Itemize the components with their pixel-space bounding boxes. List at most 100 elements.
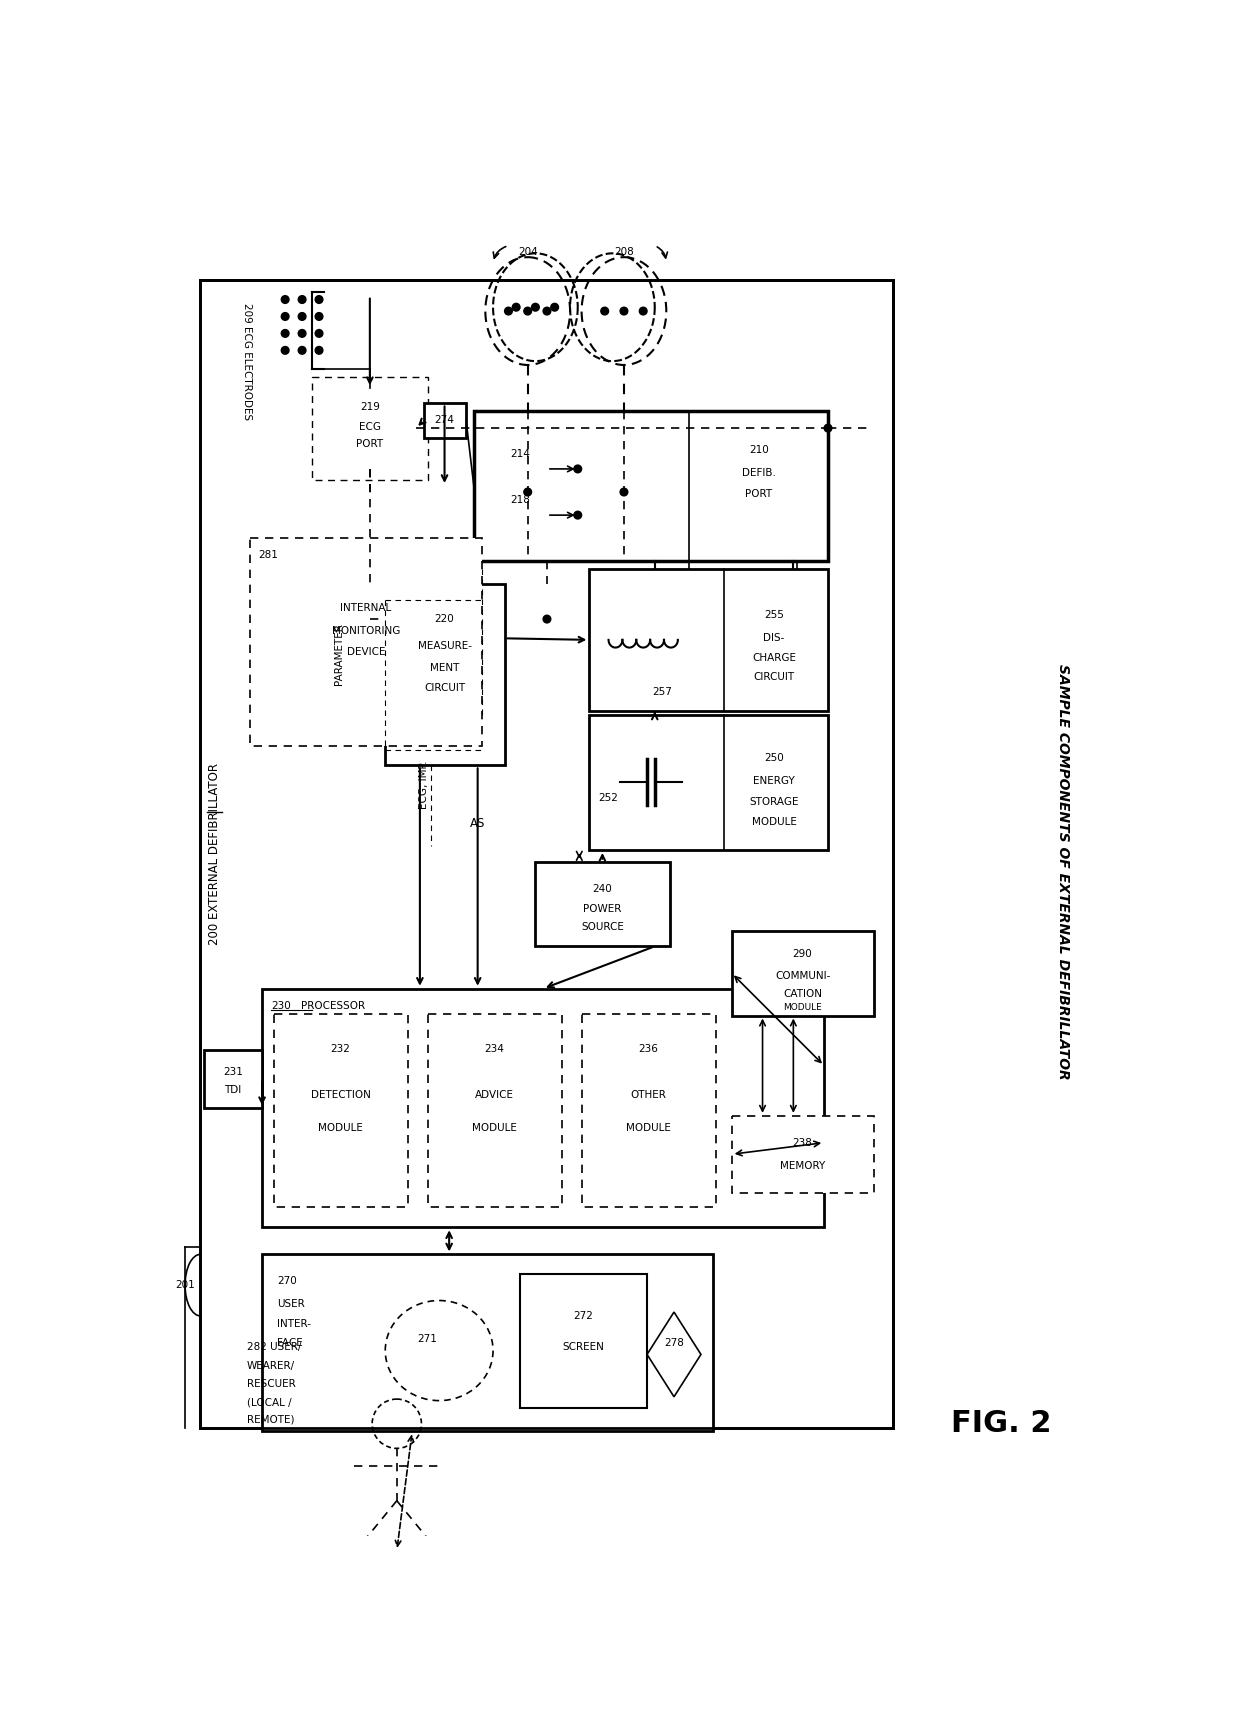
Text: INTERNAL: INTERNAL [340, 602, 392, 613]
Text: CHARGE: CHARGE [753, 652, 796, 663]
Text: 278: 278 [665, 1338, 684, 1348]
Circle shape [299, 347, 306, 354]
Text: USER: USER [278, 1300, 305, 1310]
Text: INTER-: INTER- [278, 1319, 311, 1329]
Circle shape [640, 307, 647, 314]
Text: 271: 271 [418, 1334, 438, 1345]
Bar [732, 930, 874, 1015]
Bar [582, 1015, 717, 1206]
Circle shape [299, 312, 306, 321]
Text: FACE: FACE [278, 1338, 304, 1348]
Text: 218: 218 [510, 495, 529, 504]
Text: WEARER/: WEARER/ [247, 1362, 295, 1370]
Text: SCREEN: SCREEN [562, 1341, 604, 1351]
Text: 252: 252 [599, 792, 619, 803]
Text: MEASURE-: MEASURE- [418, 640, 471, 651]
Text: TDI: TDI [224, 1086, 242, 1096]
Circle shape [574, 464, 582, 473]
Text: 290: 290 [792, 949, 812, 960]
Circle shape [281, 347, 289, 354]
Bar [274, 1015, 408, 1206]
Text: ADVICE: ADVICE [475, 1089, 515, 1099]
Text: PORT: PORT [356, 438, 383, 449]
Bar [262, 989, 825, 1227]
Text: 232: 232 [331, 1044, 351, 1055]
Text: 214: 214 [510, 449, 529, 459]
Text: PORT: PORT [745, 490, 773, 499]
Bar [424, 404, 466, 438]
Text: 272: 272 [573, 1312, 593, 1320]
Bar [201, 280, 894, 1427]
Circle shape [543, 614, 551, 623]
Circle shape [620, 307, 627, 314]
Circle shape [825, 425, 832, 432]
Text: 274: 274 [434, 416, 455, 425]
Circle shape [574, 511, 582, 520]
Circle shape [281, 295, 289, 304]
Circle shape [601, 307, 609, 314]
Text: DEVICE: DEVICE [347, 647, 386, 658]
Text: DEFIB.: DEFIB. [742, 468, 776, 478]
Bar [474, 411, 828, 561]
Circle shape [620, 488, 627, 495]
Text: MONITORING: MONITORING [332, 625, 401, 635]
Bar [205, 1049, 262, 1108]
Bar [428, 1015, 563, 1206]
Text: CIRCUIT: CIRCUIT [754, 671, 795, 682]
Circle shape [315, 330, 322, 337]
Text: 282 USER/: 282 USER/ [247, 1341, 301, 1351]
Circle shape [551, 304, 558, 311]
Text: 234: 234 [485, 1044, 505, 1055]
Text: 209 ECG ELECTRODES: 209 ECG ELECTRODES [242, 302, 252, 419]
Text: 281: 281 [258, 551, 278, 561]
Circle shape [299, 330, 306, 337]
Bar [589, 715, 828, 851]
Text: 250: 250 [764, 753, 784, 763]
Text: 210: 210 [749, 445, 769, 454]
Text: ECG: ECG [358, 421, 381, 432]
Text: PROCESSOR: PROCESSOR [300, 1001, 365, 1011]
Text: 270: 270 [278, 1276, 298, 1286]
Text: 255: 255 [764, 611, 784, 620]
Text: 236: 236 [639, 1044, 658, 1055]
Text: 220: 220 [435, 614, 454, 625]
Text: REMOTE): REMOTE) [247, 1415, 294, 1426]
Bar [312, 376, 428, 480]
Text: 219: 219 [360, 402, 379, 413]
Text: CATION: CATION [784, 989, 822, 999]
Text: PARAMETER: PARAMETER [334, 623, 343, 685]
Text: RESCUER: RESCUER [247, 1379, 295, 1389]
Circle shape [299, 295, 306, 304]
Text: 238: 238 [792, 1137, 812, 1148]
Text: COMMUNI-: COMMUNI- [775, 970, 831, 980]
Text: ECG, IMP.: ECG, IMP. [419, 761, 429, 809]
Text: 231: 231 [223, 1067, 243, 1077]
Circle shape [315, 295, 322, 304]
Bar [589, 570, 828, 711]
Bar [250, 539, 481, 746]
Text: MODULE: MODULE [784, 1003, 822, 1013]
Bar [732, 1115, 874, 1193]
Text: MEMORY: MEMORY [780, 1162, 825, 1170]
Text: SAMPLE COMPONENTS OF EXTERNAL DEFIBRILLATOR: SAMPLE COMPONENTS OF EXTERNAL DEFIBRILLA… [1055, 665, 1070, 1079]
Circle shape [505, 307, 512, 314]
Text: 200 EXTERNAL DEFIBRILLATOR: 200 EXTERNAL DEFIBRILLATOR [208, 763, 221, 944]
Circle shape [281, 312, 289, 321]
Text: SOURCE: SOURCE [582, 922, 624, 932]
Text: MODULE: MODULE [751, 816, 796, 827]
Text: CIRCUIT: CIRCUIT [424, 683, 465, 694]
Text: AS: AS [470, 816, 485, 830]
Text: MODULE: MODULE [319, 1124, 363, 1132]
Bar [262, 1255, 713, 1431]
Text: STORAGE: STORAGE [749, 797, 799, 806]
Text: MODULE: MODULE [472, 1124, 517, 1132]
Text: (LOCAL /: (LOCAL / [247, 1396, 291, 1407]
Bar [386, 585, 505, 765]
Text: 240: 240 [593, 884, 613, 894]
Text: DETECTION: DETECTION [311, 1089, 371, 1099]
Text: OTHER: OTHER [631, 1089, 667, 1099]
Circle shape [532, 304, 539, 311]
Text: POWER: POWER [583, 904, 621, 915]
Circle shape [543, 307, 551, 314]
Circle shape [281, 330, 289, 337]
